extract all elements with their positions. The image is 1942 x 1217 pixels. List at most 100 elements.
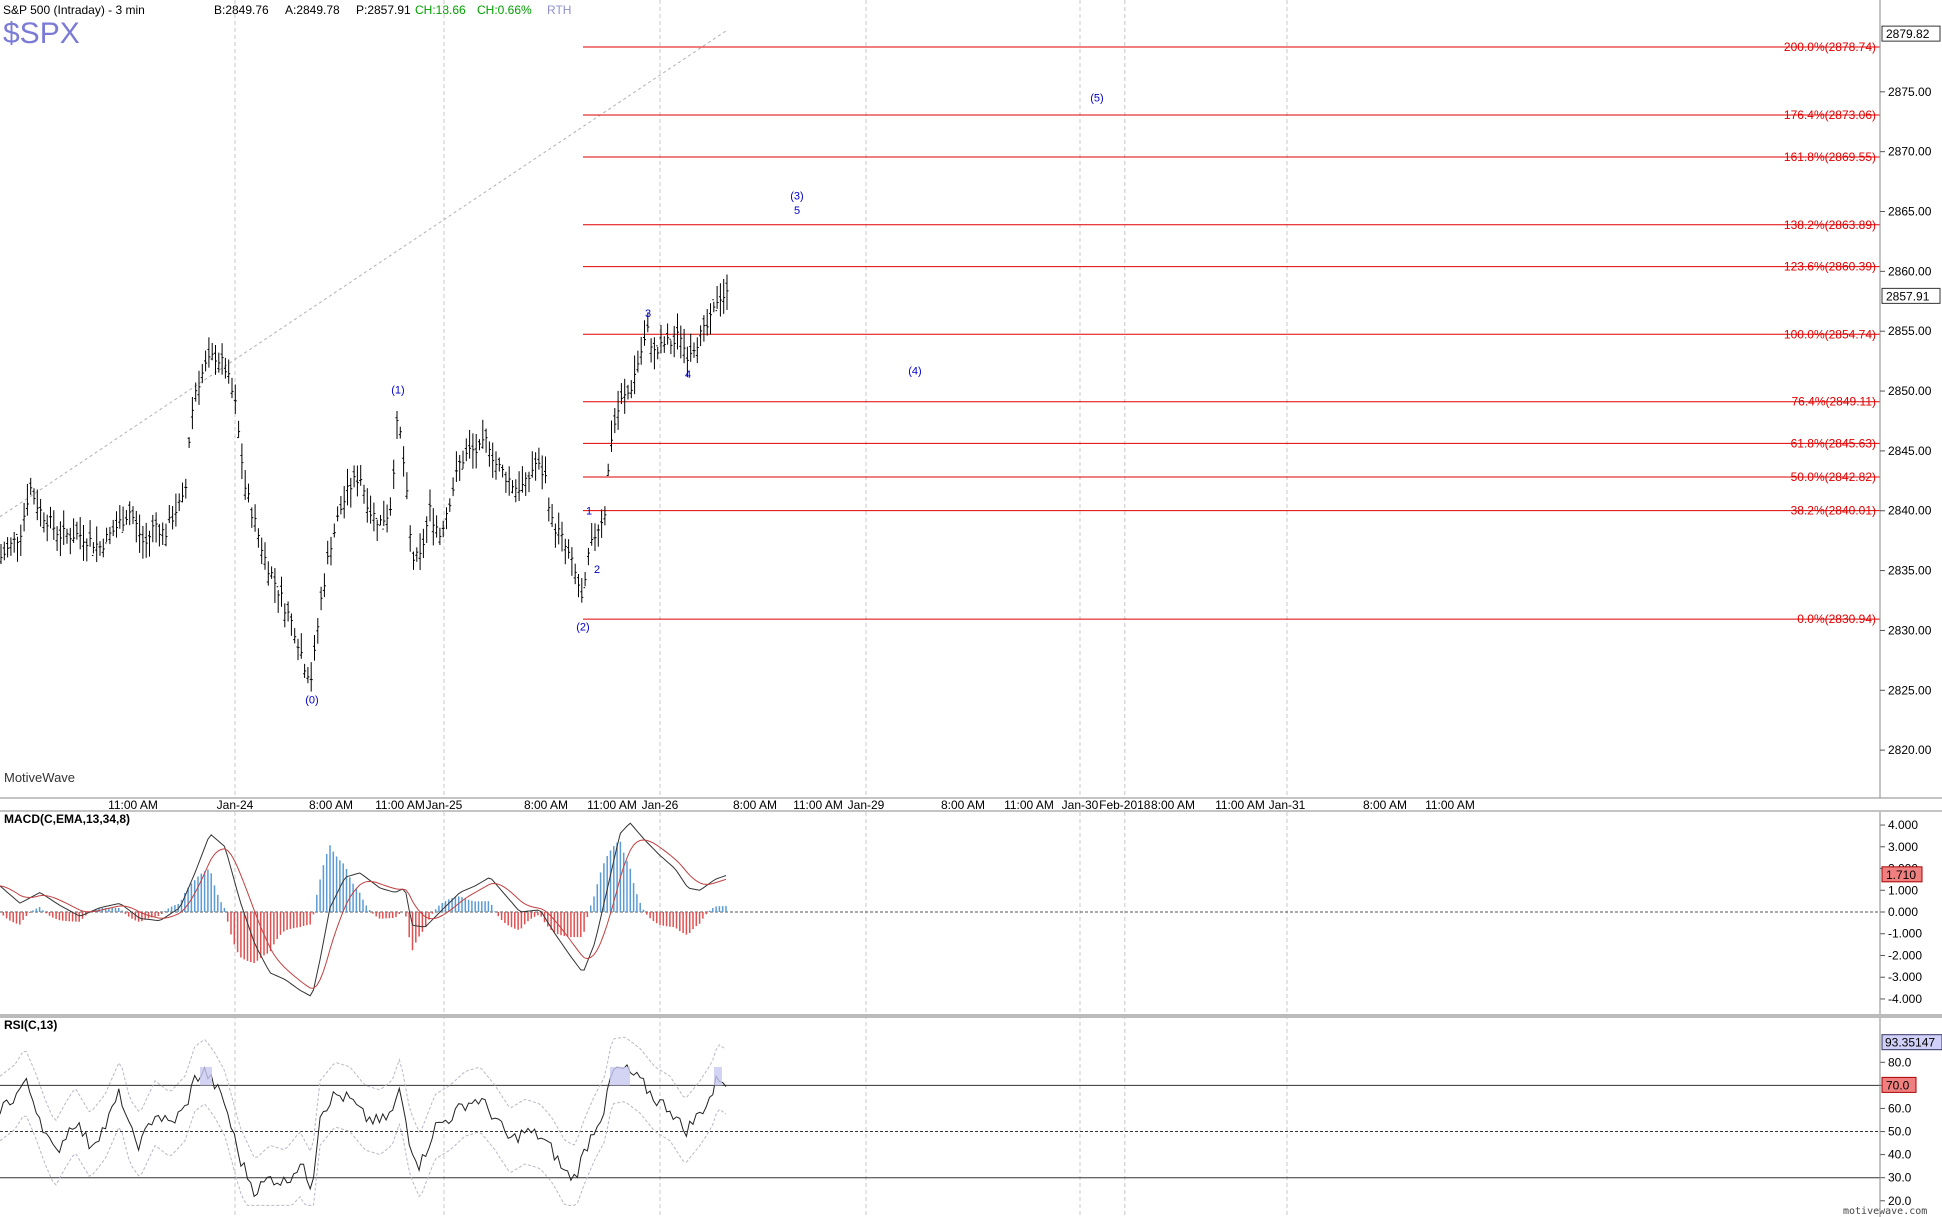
rsi-last-box <box>1881 1034 1942 1051</box>
wave-label: (4) <box>908 365 921 377</box>
wave-label: (5) <box>1090 92 1103 104</box>
macd-y-tick-label: 1.000 <box>1888 883 1918 897</box>
fib-level-label: 176.4%(2873.06) <box>1784 108 1876 122</box>
rsi-y-tick-label: 20.0 <box>1888 1194 1912 1208</box>
rsi-y-tick-label: 60.0 <box>1888 1101 1912 1115</box>
time-axis-bg <box>0 798 1942 812</box>
x-tick-label: 8:00 AM <box>941 798 985 812</box>
rsi-y-tick-label: 40.0 <box>1888 1148 1912 1162</box>
fib-level-label: 76.4%(2849.11) <box>1791 395 1876 409</box>
rsi-overbought-fill <box>610 1066 630 1086</box>
rsi-last-value: 93.35147 <box>1885 1036 1935 1050</box>
watermark: MotiveWave <box>4 770 75 785</box>
y-tick-label: 2840.00 <box>1888 504 1932 518</box>
wave-label: (0) <box>305 694 318 706</box>
x-tick-label: Jan-31 <box>1269 798 1306 812</box>
rsi-70-box <box>1881 1076 1917 1093</box>
x-tick-label: 8:00 AM <box>733 798 777 812</box>
y-tick-label: 2820.00 <box>1888 743 1932 757</box>
x-tick-label: 11:00 AM <box>375 798 425 812</box>
macd-y-tick-label: -4.000 <box>1888 992 1922 1006</box>
fib-level-label: 100.0%(2854.74) <box>1784 327 1876 341</box>
fib-level-label: 200.0%(2878.74) <box>1784 40 1876 54</box>
rsi-70-label: 70.0 <box>1886 1078 1910 1092</box>
header-session: RTH <box>547 3 571 17</box>
header-title: S&P 500 (Intraday) - 3 min <box>3 3 145 17</box>
header-change: CH:18.66 <box>415 3 466 17</box>
x-tick-label: 11:00 AM <box>793 798 843 812</box>
wave-label: 1 <box>586 505 592 517</box>
x-tick-label: 11:00 AM <box>1215 798 1265 812</box>
macd-last-box <box>1881 866 1923 883</box>
top-price-box <box>1881 25 1941 42</box>
macd-y-tick-label: 4.000 <box>1888 818 1918 832</box>
wave-label: 5 <box>794 205 800 217</box>
y-tick-label: 2855.00 <box>1888 324 1932 338</box>
y-tick-label: 2825.00 <box>1888 683 1932 697</box>
footer-brand: motivewave.com <box>1843 1206 1927 1217</box>
trend-line <box>0 29 729 518</box>
fib-level-label: 38.2%(2840.01) <box>1791 504 1876 518</box>
x-tick-label: 8:00 AM <box>1363 798 1407 812</box>
macd-last-value: 1.710 <box>1886 868 1916 882</box>
macd-line <box>0 822 727 997</box>
fib-level-label: 50.0%(2842.82) <box>1791 470 1876 484</box>
wave-label: (1) <box>391 384 404 396</box>
rsi-y-tick-label: 50.0 <box>1888 1125 1912 1139</box>
x-tick-label: Jan-25 <box>426 798 463 812</box>
y-tick-label: 2870.00 <box>1888 145 1932 159</box>
fib-level-label: 123.6%(2860.39) <box>1784 260 1876 274</box>
rsi-y-tick-label: 80.0 <box>1888 1055 1912 1069</box>
header-price: P:2857.91 <box>356 3 411 17</box>
wave-label: 2 <box>594 564 600 576</box>
y-tick-label: 2875.00 <box>1888 85 1932 99</box>
x-tick-label: 11:00 AM <box>108 798 158 812</box>
macd-y-tick-label: 0.000 <box>1888 905 1918 919</box>
macd-y-tick-label: -1.000 <box>1888 927 1922 941</box>
last-price-label: 2857.91 <box>1886 289 1930 303</box>
y-tick-label: 2835.00 <box>1888 564 1932 578</box>
wave-label: (2) <box>576 621 589 633</box>
x-tick-label: Jan-30 <box>1062 798 1099 812</box>
x-tick-label: 11:00 AM <box>1425 798 1475 812</box>
panel-separator-macd-rsi <box>0 1014 1942 1018</box>
rsi-overbought-fill <box>200 1066 212 1086</box>
macd-y-tick-label: -2.000 <box>1888 948 1922 962</box>
fib-level-label: 138.2%(2863.89) <box>1784 218 1876 232</box>
x-tick-label: 8:00 AM <box>524 798 568 812</box>
fib-level-label: 161.8%(2869.55) <box>1784 150 1876 164</box>
x-tick-label: Jan-26 <box>642 798 679 812</box>
rsi-y-tick-label: 30.0 <box>1888 1171 1912 1185</box>
fib-level-label: 61.8%(2845.63) <box>1791 436 1876 450</box>
macd-y-tick-label: -3.000 <box>1888 970 1922 984</box>
fib-level-label: 0.0%(2830.94) <box>1797 612 1876 626</box>
x-tick-label: Jan-29 <box>848 798 885 812</box>
x-tick-label: 11:00 AM <box>587 798 637 812</box>
y-tick-label: 2850.00 <box>1888 384 1932 398</box>
x-tick-label: Feb-2018 <box>1099 798 1151 812</box>
header-ask: A:2849.78 <box>285 3 340 17</box>
macd-title: MACD(C,EMA,13,34,8) <box>4 812 130 826</box>
rsi-upper-band <box>0 1036 727 1158</box>
y-tick-label: 2865.00 <box>1888 205 1932 219</box>
x-tick-label: 11:00 AM <box>1004 798 1054 812</box>
rsi-title: RSI(C,13) <box>4 1018 57 1032</box>
rsi-line <box>0 1063 727 1198</box>
last-price-box <box>1881 287 1941 304</box>
header-bid: B:2849.76 <box>214 3 269 17</box>
x-tick-label: 8:00 AM <box>1151 798 1195 812</box>
wave-label: 3 <box>645 308 651 320</box>
rsi-lower-band <box>0 1101 727 1206</box>
x-tick-label: 8:00 AM <box>309 798 353 812</box>
macd-y-tick-label: 3.000 <box>1888 840 1918 854</box>
header-symbol: $SPX <box>3 17 80 50</box>
top-price-label: 2879.82 <box>1886 27 1930 41</box>
x-tick-label: Jan-24 <box>217 798 254 812</box>
y-tick-label: 2830.00 <box>1888 623 1932 637</box>
macd-signal-line <box>0 839 727 989</box>
rsi-overbought-fill <box>714 1066 722 1086</box>
y-tick-label: 2860.00 <box>1888 264 1932 278</box>
wave-label: 4 <box>685 369 691 381</box>
wave-label: (3) <box>790 191 803 203</box>
